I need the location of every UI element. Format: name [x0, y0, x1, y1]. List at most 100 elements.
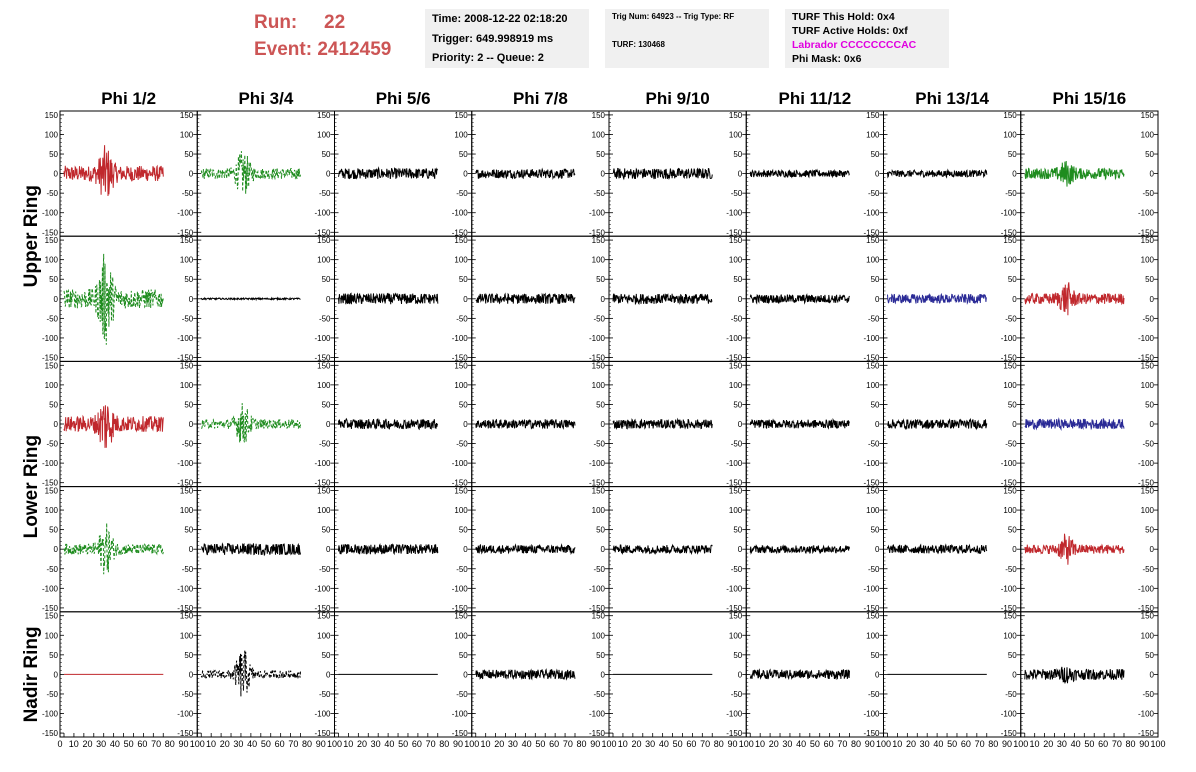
x-tick-label: 90: [728, 739, 738, 749]
x-tick-label: 40: [110, 739, 120, 749]
y-tick-label: -150: [42, 604, 59, 613]
y-tick-label: -50: [868, 440, 880, 449]
waveform-trace: [1024, 160, 1125, 187]
x-tick-label: 20: [906, 739, 916, 749]
y-tick-label: -100: [1001, 209, 1018, 218]
phi-mask-text: Phi Mask: 0x6: [792, 53, 862, 65]
waveform-trace: [1024, 417, 1125, 432]
y-tick-label: 100: [592, 130, 606, 139]
y-tick-label: -50: [46, 565, 58, 574]
column-header-4: Phi 7/8: [513, 89, 568, 108]
y-tick-label: -150: [452, 479, 469, 488]
y-tick-label: 100: [866, 506, 880, 515]
y-tick-label: -100: [726, 584, 743, 593]
y-tick-label: -100: [314, 710, 331, 719]
y-tick-label: 150: [866, 487, 880, 496]
y-tick-label: -100: [42, 209, 59, 218]
y-tick-label: 150: [180, 361, 194, 370]
y-tick-label: 150: [317, 487, 331, 496]
y-tick-label: -50: [868, 314, 880, 323]
y-tick-label: -50: [46, 690, 58, 699]
x-tick-label: 20: [631, 739, 641, 749]
x-tick-label: 40: [933, 739, 943, 749]
y-tick-label: 0: [326, 420, 331, 429]
y-tick-label: 100: [866, 631, 880, 640]
x-tick-label: 10: [480, 739, 490, 749]
y-tick-label: -150: [589, 729, 606, 738]
y-tick-label: -150: [1138, 479, 1155, 488]
turf-text: TURF: 130468: [612, 40, 665, 49]
y-tick-label: -150: [589, 353, 606, 362]
y-tick-label: 0: [54, 545, 59, 554]
y-tick-label: -50: [319, 189, 331, 198]
y-tick-label: 0: [601, 170, 606, 179]
y-tick-label: -50: [46, 314, 58, 323]
y-tick-label: 50: [49, 400, 58, 409]
y-tick-label: -50: [456, 440, 468, 449]
y-tick-label: 100: [729, 130, 743, 139]
y-tick-label: 100: [1003, 631, 1017, 640]
y-tick-label: 0: [875, 170, 880, 179]
y-tick-label: -150: [863, 479, 880, 488]
y-tick-label: -150: [589, 604, 606, 613]
y-tick-label: -50: [731, 690, 743, 699]
y-tick-label: 0: [738, 420, 743, 429]
column-header-1: Phi 1/2: [101, 89, 156, 108]
y-tick-label: -100: [589, 710, 606, 719]
y-tick-label: -150: [1001, 604, 1018, 613]
y-tick-label: -150: [726, 479, 743, 488]
y-tick-label: -150: [1001, 353, 1018, 362]
waveform-trace: [475, 543, 576, 555]
trigger-info-panel: Trig Num: 64923 -- Trig Type: RF TURF: 1…: [605, 9, 769, 68]
y-tick-label: -150: [1001, 479, 1018, 488]
y-tick-label: -100: [314, 209, 331, 218]
y-tick-label: 100: [454, 130, 468, 139]
x-tick-label: 60: [824, 739, 834, 749]
y-tick-label: 0: [601, 545, 606, 554]
y-tick-label: 100: [592, 256, 606, 265]
y-tick-label: 50: [184, 275, 193, 284]
y-tick-label: 50: [733, 651, 742, 660]
y-tick-label: -100: [1001, 584, 1018, 593]
column-header-8: Phi 15/16: [1053, 89, 1127, 108]
y-tick-label: 0: [463, 170, 468, 179]
y-tick-label: -50: [46, 189, 58, 198]
x-tick-label: 50: [124, 739, 134, 749]
x-tick-label: 40: [522, 739, 532, 749]
y-tick-label: 0: [189, 295, 194, 304]
y-tick-label: 100: [180, 631, 194, 640]
y-tick-label: -100: [452, 459, 469, 468]
x-tick-label: 90: [1002, 739, 1012, 749]
y-tick-label: 150: [317, 111, 331, 120]
y-tick-label: -50: [1005, 314, 1017, 323]
y-tick-label: -100: [452, 209, 469, 218]
x-tick-label: 100: [464, 739, 479, 749]
x-tick-label: 80: [439, 739, 449, 749]
y-tick-label: -150: [863, 729, 880, 738]
y-tick-label: 0: [1012, 420, 1017, 429]
waveform-trace: [201, 542, 301, 557]
x-tick-label: 70: [1112, 739, 1122, 749]
waveform-trace: [63, 522, 164, 575]
y-tick-label: -150: [452, 729, 469, 738]
y-tick-label: 150: [866, 361, 880, 370]
y-tick-label: -100: [726, 334, 743, 343]
x-tick-label: 30: [920, 739, 930, 749]
y-tick-label: -50: [319, 565, 331, 574]
y-tick-label: -150: [726, 604, 743, 613]
x-tick-label: 80: [714, 739, 724, 749]
x-tick-label: 80: [302, 739, 312, 749]
y-tick-label: 0: [875, 420, 880, 429]
x-tick-label: 30: [1057, 739, 1067, 749]
waveform-trace: [475, 167, 576, 180]
y-tick-label: 0: [1012, 170, 1017, 179]
y-tick-label: 100: [317, 506, 331, 515]
y-tick-label: -50: [182, 440, 194, 449]
x-tick-label: 70: [151, 739, 161, 749]
x-tick-label: 90: [865, 739, 875, 749]
x-tick-label: 100: [739, 739, 754, 749]
y-tick-label: 50: [871, 526, 880, 535]
y-tick-label: -100: [589, 334, 606, 343]
y-tick-label: -100: [177, 459, 194, 468]
